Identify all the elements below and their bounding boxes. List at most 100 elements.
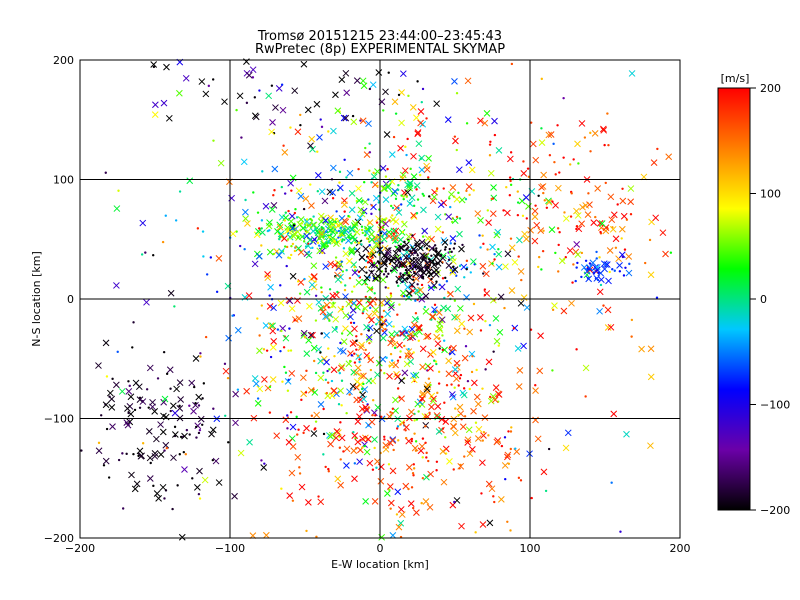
data-point-cross [418,442,426,450]
data-point-dot [355,339,358,343]
data-point-cross [604,324,612,331]
data-point-dot [481,439,484,442]
data-point-dot [401,220,404,224]
data-point-cross [417,119,424,127]
data-point-cross [573,207,580,215]
data-point-dot [102,464,106,467]
data-point-dot [395,513,399,516]
data-point-cross [574,251,582,258]
data-point-cross [251,260,259,268]
data-point-dot [256,211,260,214]
data-point-cross [422,308,430,315]
data-point-cross [425,154,432,162]
data-point-dot [398,264,402,268]
data-point-cross [317,357,324,365]
data-point-dot [484,319,487,323]
data-point-cross [379,164,387,172]
data-point-cross [358,265,366,273]
data-point-dot [226,376,230,380]
data-point-cross [483,270,490,278]
data-point-dot [540,127,543,130]
data-point-cross [516,236,523,244]
data-point-cross [465,159,473,166]
data-point-cross [276,221,284,229]
data-point-cross [365,333,373,341]
data-point-dot [283,365,286,369]
data-point-dot [588,262,592,265]
data-point-cross [294,453,302,461]
data-point-dot [410,486,414,489]
data-point-cross [355,279,363,286]
data-point-cross [335,263,342,270]
data-point-dot [359,299,363,302]
data-point-cross [337,481,345,489]
data-point-dot [623,248,627,251]
data-point-dot [421,275,424,279]
data-point-cross [431,306,438,313]
data-point-cross [254,400,262,407]
data-point-cross [268,206,276,213]
data-point-cross [590,219,598,227]
data-point-dot [509,447,513,451]
data-point-cross [408,281,416,289]
data-point-cross [146,364,154,372]
data-point-dot [368,341,371,345]
data-point-dot [354,247,357,251]
data-point-dot [404,268,408,272]
data-point-cross [295,245,302,252]
data-point-dot [209,256,213,259]
data-point-dot [462,387,466,390]
data-point-cross [495,391,503,398]
data-point-dot [145,388,149,391]
data-point-cross [601,265,608,273]
data-point-cross [177,396,185,403]
data-point-dot [336,290,339,294]
data-point-dot [417,339,420,342]
data-point-cross [276,223,284,231]
data-point-dot [381,234,384,238]
data-point-dot [282,346,286,349]
data-point-cross [151,452,159,460]
data-point-cross [337,387,344,395]
data-point-dot [387,272,390,276]
data-point-dot [389,411,392,414]
data-point-dot [386,167,389,171]
data-point-dot [163,449,166,452]
data-point-dot [576,261,579,265]
data-point-cross [368,418,376,426]
data-point-dot [458,377,462,380]
data-point-dot [377,201,380,204]
data-point-cross [345,300,353,308]
data-point-cross [333,428,341,435]
data-point-cross [494,228,502,236]
data-point-dot [176,484,179,487]
data-point-dot [489,140,492,143]
data-point-dot [435,187,439,190]
data-point-dot [554,251,557,255]
data-point-dot [621,187,624,190]
data-point-dot [433,359,436,362]
data-point-cross [465,426,473,434]
data-point-dot [171,507,174,511]
data-point-cross [231,492,238,500]
data-point-cross [291,87,299,95]
data-point-cross [420,253,428,260]
data-point-dot [621,255,625,259]
data-point-cross [146,454,154,462]
data-point-cross [166,366,174,374]
data-point-dot [197,404,201,407]
data-point-cross [360,395,368,403]
data-point-cross [417,108,425,115]
data-point-cross [429,313,437,320]
data-point-cross [394,488,402,496]
data-point-cross [318,247,326,255]
data-point-dot [286,427,289,430]
data-point-dot [469,271,472,274]
data-point-cross [367,225,374,232]
data-point-cross [434,340,442,348]
data-point-cross [288,469,296,477]
data-point-cross [411,315,419,323]
data-point-dot [152,65,156,69]
data-point-cross [298,483,306,491]
